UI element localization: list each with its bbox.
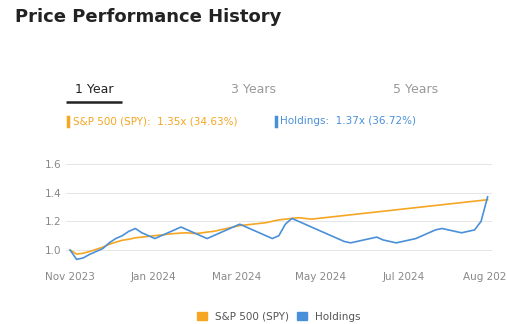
Legend: S&P 500 (SPY), Holdings: S&P 500 (SPY), Holdings	[197, 312, 360, 322]
Text: 5 Years: 5 Years	[393, 83, 439, 96]
Text: Price Performance History: Price Performance History	[15, 8, 281, 26]
Text: 1 Year: 1 Year	[75, 83, 113, 96]
Text: S&P 500 (SPY):  1.35x (34.63%): S&P 500 (SPY): 1.35x (34.63%)	[73, 117, 237, 126]
Text: Holdings:  1.37x (36.72%): Holdings: 1.37x (36.72%)	[280, 117, 416, 126]
Text: 3 Years: 3 Years	[231, 83, 276, 96]
